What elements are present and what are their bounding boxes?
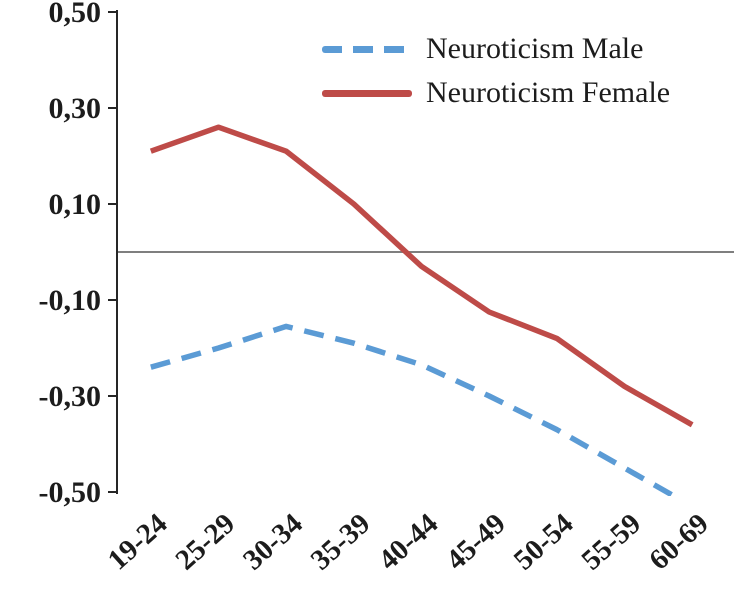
x-axis-category-label: 40-44 [372,507,444,576]
x-axis-category-label: 60-69 [643,507,715,576]
legend-item-male: Neuroticism Male [322,34,670,64]
series-lines [149,124,694,496]
x-axis-category-label: 50-54 [508,507,580,576]
y-axis-tick-label: 0,50 [49,0,102,29]
series-line-0 [150,323,680,496]
y-axis-tick-label: -0,50 [39,476,102,509]
x-axis-category-label: 55-59 [575,507,647,576]
series-line-1 [149,124,694,428]
x-axis-category-label: 19-24 [102,507,174,576]
legend-item-female: Neuroticism Female [322,78,670,108]
x-axis-category-label: 35-39 [305,507,377,576]
x-axis-category-label: 30-34 [237,507,309,576]
x-axis-category-label: 25-29 [169,507,241,576]
y-axis-tick-label: 0,10 [49,188,102,221]
x-axis-labels: 19-2425-2930-3435-3940-4445-4950-5455-59… [102,507,715,576]
legend: Neuroticism Male Neuroticism Female [322,34,670,108]
legend-label-male: Neuroticism Male [426,32,644,65]
x-axis-category-label: 45-49 [440,507,512,576]
y-axis-labels: 0,50 0,30 0,10 -0,10 -0,30 -0,50 [39,0,117,509]
y-axis-tick-label: -0,30 [39,380,102,413]
y-axis-tick-label: -0,10 [39,284,102,317]
legend-label-female: Neuroticism Female [426,76,671,109]
y-axis-tick-label: 0,30 [49,92,102,125]
female-solid-line-sample [322,89,412,97]
male-dashed-line-sample [322,45,412,53]
